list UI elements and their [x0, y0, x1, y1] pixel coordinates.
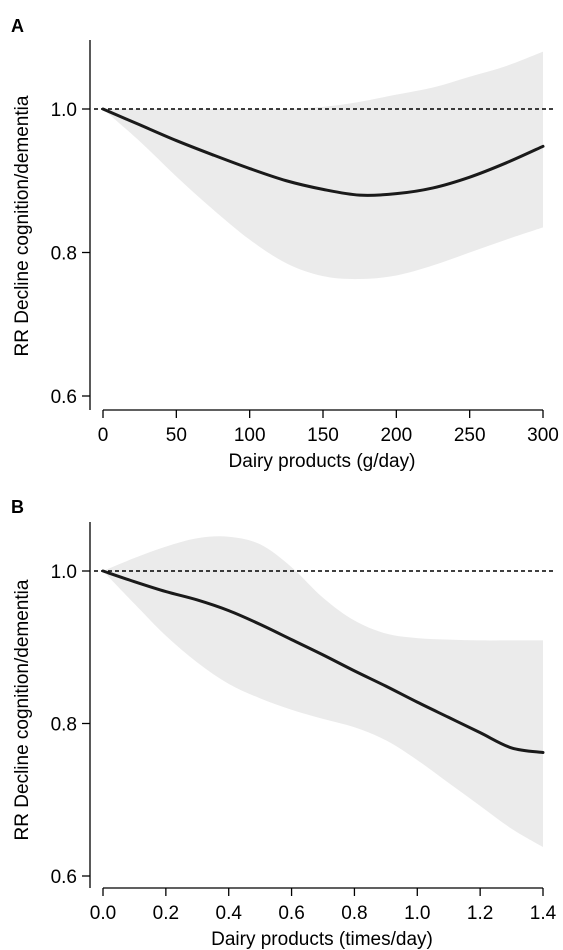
panel-a-x-tick-label: 50 — [166, 425, 187, 446]
panel-b-x-tick-label: 1.0 — [404, 903, 430, 924]
panel-a-x-tick-label: 150 — [307, 425, 339, 446]
panel-a-estimate-line — [101, 107, 545, 197]
panel-b-x-tick-label: 0.0 — [90, 903, 116, 924]
panel-b-y-axis-title: RR Decline cognition/dementia — [12, 579, 33, 840]
panel-a-y-tick-label: 0.8 — [51, 244, 77, 265]
panel-a-y-tick-label: 0.6 — [51, 387, 77, 408]
panel-b-y-tick-label: 0.6 — [51, 867, 77, 888]
panel-a-confidence-band — [103, 51, 543, 280]
panel-b-x-tick-label: 1.4 — [530, 903, 557, 924]
panel-b-y-tick-label: 0.8 — [51, 715, 77, 736]
panel-a-x-tick-label: 100 — [234, 425, 266, 446]
panel-b-y-tick-label: 1.0 — [51, 562, 77, 583]
panel-a: A 0.6 0.8 1.0 0 50 100 150 200 250 300 Dairy prod… — [11, 16, 559, 472]
panel-b-label: B — [11, 497, 24, 517]
panel-b-x-tick-label: 1.2 — [467, 903, 493, 924]
panel-a-x-tick-label: 250 — [454, 425, 486, 446]
panel-b-x-tick-label: 0.4 — [216, 903, 243, 924]
panel-b-x-tick-label: 0.6 — [278, 903, 304, 924]
panel-b-estimate-line — [101, 569, 545, 754]
panel-a-x-tick-label: 0 — [98, 425, 109, 446]
panel-b-confidence-band — [103, 536, 543, 848]
panel-b: B 0.6 0.8 1.0 0.0 0.2 0.4 0.6 0.8 1.0 1.2 1.4 Dair… — [11, 497, 557, 950]
panel-a-x-axis-title: Dairy products (g/day) — [229, 451, 416, 472]
panel-a-label: A — [11, 16, 24, 36]
panel-a-y-tick-label: 1.0 — [51, 100, 77, 121]
panel-a-y-axis-title: RR Decline cognition/dementia — [12, 95, 33, 356]
panel-b-x-tick-label: 0.2 — [153, 903, 179, 924]
panel-b-x-axis-title: Dairy products (times/day) — [211, 929, 433, 950]
panel-a-x-tick-label: 200 — [380, 425, 412, 446]
panel-a-x-tick-label: 300 — [527, 425, 559, 446]
panel-b-x-tick-label: 0.8 — [341, 903, 367, 924]
